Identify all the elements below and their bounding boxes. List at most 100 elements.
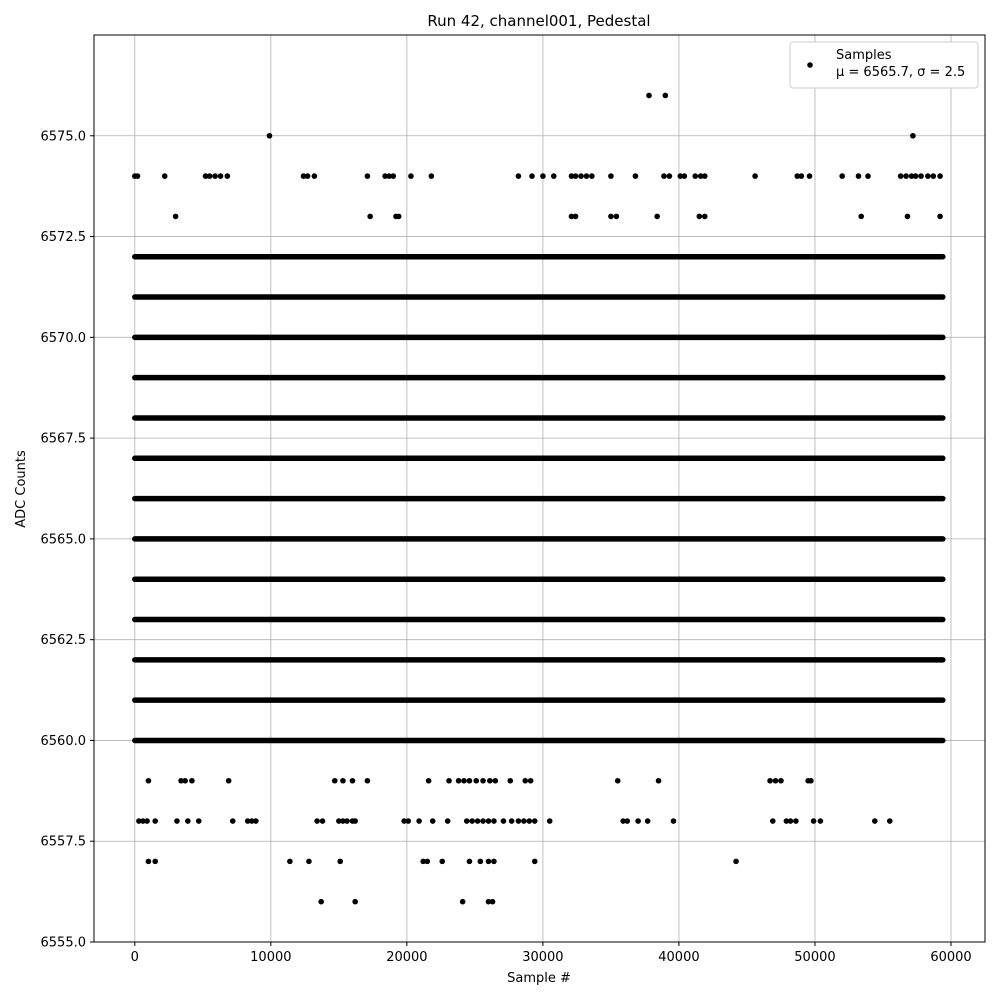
sample-point: [589, 173, 595, 179]
sample-point: [578, 173, 584, 179]
sample-point: [806, 173, 813, 179]
sample-point: [572, 213, 579, 220]
data-points: [132, 92, 946, 905]
sample-point: [425, 777, 432, 784]
sample-point: [428, 173, 435, 179]
sample-point: [608, 173, 614, 179]
sample-point: [152, 818, 159, 824]
sample-point: [424, 858, 431, 865]
sample-point: [655, 777, 662, 784]
sample-point: [429, 818, 436, 824]
legend-box: [789, 41, 979, 89]
sample-point: [485, 898, 492, 905]
sample-point: [925, 173, 931, 179]
sample-point: [244, 818, 251, 824]
x-axis-ticks: 0 10000 20000 30000 40000 50000 60000: [131, 942, 972, 965]
sample-point: [224, 173, 231, 179]
sample-point: [416, 818, 422, 824]
sample-point: [352, 818, 358, 824]
sample-point: [420, 858, 426, 865]
sample-point: [794, 173, 801, 179]
sample-point: [174, 818, 180, 824]
sample-point: [583, 173, 590, 179]
sample-point: [195, 818, 202, 824]
x-tick-label: 60000: [930, 950, 971, 965]
sample-point: [908, 173, 915, 179]
y-tick-label: 6555.0: [41, 936, 87, 951]
sample-point: [910, 132, 916, 139]
sample-point: [767, 777, 773, 784]
sample-point: [466, 777, 473, 784]
sample-point: [661, 173, 667, 179]
sample-point: [340, 818, 346, 824]
sample-point: [540, 173, 546, 179]
sample-point: [515, 818, 522, 824]
sample-point: [185, 818, 191, 824]
y-tick-label: 6565.0: [41, 532, 87, 547]
y-tick-label: 6562.5: [41, 633, 87, 648]
sample-point: [614, 777, 621, 784]
sample-point: [461, 777, 467, 784]
legend: Samples μ = 6565.7, σ = 2.5: [789, 41, 979, 89]
sample-point: [654, 213, 660, 220]
sample-point: [311, 173, 318, 179]
sample-point: [304, 173, 311, 179]
sample-point: [336, 818, 342, 824]
sample-point: [487, 777, 493, 784]
sample-point: [140, 818, 146, 824]
x-tick-label: 40000: [658, 950, 699, 965]
sample-point: [515, 173, 522, 179]
sample-point: [783, 818, 790, 824]
sample-point: [872, 818, 878, 824]
sample-point: [145, 858, 152, 865]
sample-point: [646, 92, 652, 99]
sample-point: [463, 818, 470, 824]
y-tick-label: 6557.5: [41, 835, 87, 850]
x-tick-label: 0: [131, 950, 139, 965]
sample-point: [287, 858, 293, 865]
sample-point: [349, 777, 356, 784]
sample-point: [331, 777, 338, 784]
sample-point: [531, 818, 538, 824]
y-axis-label: ADC Counts: [14, 450, 29, 528]
sample-point: [568, 173, 575, 179]
sample-point: [480, 818, 486, 824]
sample-point: [382, 173, 388, 179]
legend-label: Samples: [836, 48, 892, 63]
sample-point: [189, 777, 195, 784]
sample-point: [466, 858, 473, 865]
sample-point: [778, 777, 784, 784]
x-tick-label: 30000: [522, 950, 563, 965]
sample-point: [858, 213, 865, 220]
sample-point: [644, 818, 651, 824]
sample-point: [459, 898, 466, 905]
sample-point: [489, 898, 496, 905]
sample-point: [473, 777, 480, 784]
sample-point: [697, 173, 704, 179]
sample-point: [529, 173, 535, 179]
sample-point: [474, 818, 481, 824]
sample-point: [666, 173, 673, 179]
sample-point: [491, 858, 497, 865]
sample-point: [485, 818, 492, 824]
y-axis-ticks: 6555.0 6557.5 6560.0 6562.5 6565.0 6567.5 6570…: [41, 129, 94, 951]
sample-point: [521, 818, 527, 824]
sample-point: [446, 777, 452, 784]
sample-point: [344, 818, 350, 824]
sample-point: [568, 213, 575, 220]
x-tick-label: 20000: [386, 950, 427, 965]
sample-point: [386, 173, 392, 179]
sample-point: [401, 818, 407, 824]
sample-point: [500, 818, 507, 824]
sample-point: [480, 777, 486, 784]
sample-point: [620, 818, 626, 824]
sample-point: [485, 858, 492, 865]
sample-point: [408, 173, 414, 179]
sample-point: [886, 818, 893, 824]
sample-point: [546, 818, 553, 824]
y-tick-label: 6567.5: [41, 432, 87, 447]
sample-point: [624, 818, 631, 824]
sample-point: [337, 858, 344, 865]
sample-point: [319, 818, 326, 824]
